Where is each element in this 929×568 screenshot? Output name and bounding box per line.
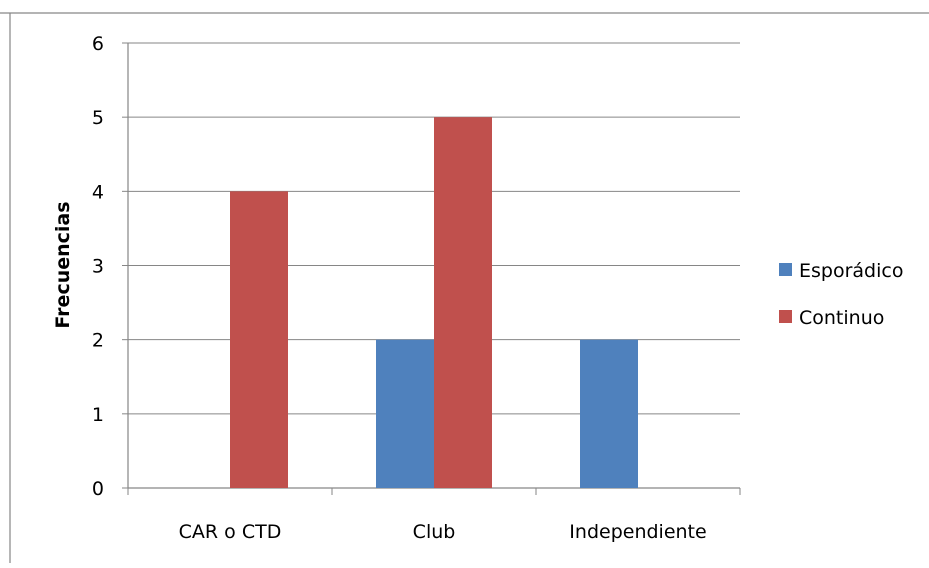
legend-swatch [779,310,792,323]
x-tick-labels: CAR o CTD Club Independiente [179,521,707,543]
bar [434,117,492,489]
x-tick-label: CAR o CTD [179,521,282,543]
legend-label: Continuo [799,307,884,329]
y-axis-label: Frecuencias [52,201,74,328]
legend: Esporádico Continuo [779,260,903,329]
y-tick-label: 6 [92,33,104,55]
bar [580,339,638,488]
y-tick-label: 1 [92,404,104,426]
y-tick-label: 3 [92,256,104,278]
y-tick-label: 5 [92,107,104,129]
bar [376,339,434,488]
y-tick-label: 2 [92,330,104,352]
x-tick-label: Independiente [569,521,706,543]
x-tick-label: Club [413,521,456,543]
y-tick-labels: 0 1 2 3 4 5 6 [92,33,104,500]
bar [230,191,288,489]
y-tick-label: 0 [92,478,104,500]
bars [230,117,638,489]
legend-label: Esporádico [799,260,903,282]
y-tick-label: 4 [92,181,104,203]
legend-swatch [779,263,792,276]
